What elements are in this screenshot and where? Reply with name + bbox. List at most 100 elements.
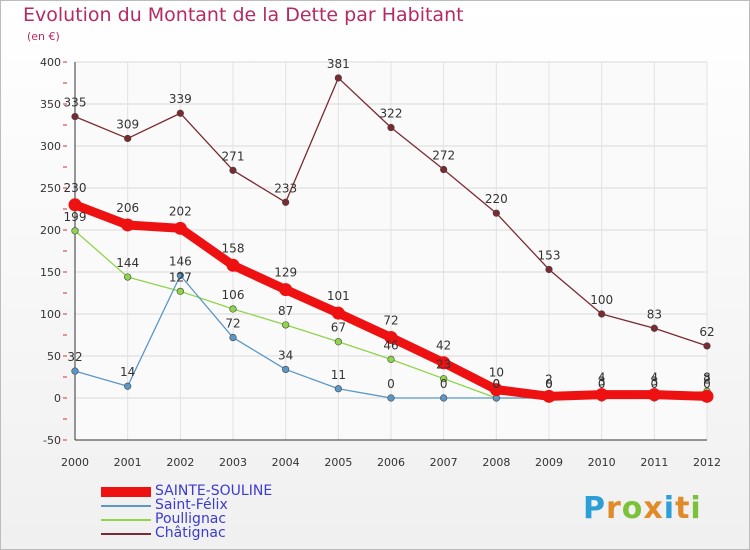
data-label: 233 bbox=[274, 181, 297, 195]
x-tick-label: 2012 bbox=[693, 456, 721, 469]
data-label: 11 bbox=[331, 368, 346, 382]
data-label: 220 bbox=[485, 192, 508, 206]
data-point bbox=[124, 273, 132, 281]
data-point bbox=[226, 258, 240, 272]
data-point bbox=[71, 367, 79, 375]
data-label: 127 bbox=[169, 270, 192, 284]
y-tick-label: 100 bbox=[40, 308, 61, 321]
data-point bbox=[279, 283, 293, 297]
data-point bbox=[176, 287, 184, 295]
data-label: 0 bbox=[545, 377, 553, 391]
chart-title: Evolution du Montant de la Dette par Hab… bbox=[23, 4, 464, 26]
data-label: 146 bbox=[169, 254, 192, 268]
x-tick-label: 2008 bbox=[482, 456, 510, 469]
x-tick-label: 2003 bbox=[219, 456, 247, 469]
data-label: 67 bbox=[331, 321, 346, 335]
data-label: 46 bbox=[383, 338, 398, 352]
data-point bbox=[598, 310, 606, 318]
data-point bbox=[440, 165, 448, 174]
data-point bbox=[121, 218, 135, 232]
chart-subtitle: (en €) bbox=[27, 30, 60, 43]
data-label: 199 bbox=[64, 210, 87, 224]
legend-label: Châtignac bbox=[155, 525, 226, 541]
x-tick-label: 2011 bbox=[640, 456, 668, 469]
data-label: 2 bbox=[703, 372, 711, 386]
data-label: 8 bbox=[703, 370, 711, 384]
data-point bbox=[387, 123, 395, 132]
x-tick-label: 2000 bbox=[61, 456, 89, 469]
legend-label: Saint-Félix bbox=[155, 497, 228, 513]
y-tick-label: 0 bbox=[54, 392, 61, 405]
data-point bbox=[703, 342, 711, 350]
legend-label: Poullignac bbox=[155, 511, 227, 527]
data-label: 83 bbox=[647, 307, 662, 321]
data-label: 4 bbox=[598, 371, 606, 385]
legend-swatch bbox=[101, 533, 151, 535]
data-point bbox=[282, 198, 290, 206]
data-point bbox=[650, 324, 658, 332]
data-label: 339 bbox=[169, 92, 192, 106]
y-tick-label: 50 bbox=[47, 350, 61, 363]
data-label: 322 bbox=[380, 107, 403, 121]
legend-swatch bbox=[101, 519, 151, 521]
data-label: 4 bbox=[651, 371, 659, 385]
logo-letter: i bbox=[663, 491, 676, 526]
data-label: 129 bbox=[274, 266, 297, 280]
logo-letter: x bbox=[643, 491, 664, 526]
x-tick-label: 2005 bbox=[324, 456, 352, 469]
data-point bbox=[437, 356, 451, 370]
data-label: 72 bbox=[383, 314, 398, 328]
data-point bbox=[384, 331, 398, 345]
data-point bbox=[334, 338, 342, 346]
data-point bbox=[387, 394, 395, 402]
data-point bbox=[492, 209, 500, 217]
data-point bbox=[229, 305, 237, 313]
logo-letter: t bbox=[675, 491, 691, 526]
data-point bbox=[489, 383, 503, 397]
data-label: 230 bbox=[64, 181, 87, 195]
data-point bbox=[71, 112, 79, 121]
data-label: 2 bbox=[545, 372, 553, 386]
data-point bbox=[440, 375, 448, 383]
data-label: 0 bbox=[545, 377, 553, 391]
data-point bbox=[334, 74, 342, 82]
legend-label: SAINTE-SOULINE bbox=[155, 483, 273, 499]
data-label: 0 bbox=[493, 377, 501, 391]
data-point bbox=[124, 382, 132, 390]
data-label: 153 bbox=[538, 248, 561, 262]
data-label: 206 bbox=[116, 201, 139, 215]
x-tick-label: 2002 bbox=[166, 456, 194, 469]
x-tick-label: 2010 bbox=[588, 456, 616, 469]
data-label: 32 bbox=[67, 350, 82, 364]
proxiti-logo: Proxiti bbox=[583, 491, 702, 526]
logo-letter: r bbox=[606, 491, 622, 526]
data-point bbox=[387, 355, 395, 363]
data-point bbox=[229, 333, 237, 342]
x-tick-label: 2001 bbox=[114, 456, 142, 469]
data-point bbox=[124, 134, 132, 143]
data-point bbox=[176, 271, 184, 279]
data-point bbox=[334, 385, 342, 393]
data-label: 309 bbox=[116, 117, 139, 131]
legend-swatch bbox=[101, 487, 151, 497]
data-point bbox=[542, 389, 556, 403]
logo-letter: i bbox=[690, 491, 702, 526]
data-label: 10 bbox=[489, 366, 504, 380]
y-tick-label: 200 bbox=[40, 224, 61, 237]
data-label: 14 bbox=[120, 365, 135, 379]
y-tick-label: 250 bbox=[40, 182, 61, 195]
y-tick-label: 300 bbox=[40, 140, 61, 153]
data-label: 62 bbox=[699, 325, 714, 339]
data-label: 72 bbox=[225, 317, 240, 331]
y-tick-label: 350 bbox=[40, 98, 61, 111]
logo-letter: o bbox=[621, 491, 644, 526]
data-label: 0 bbox=[493, 377, 501, 391]
x-tick-label: 2007 bbox=[430, 456, 458, 469]
data-point bbox=[173, 221, 187, 235]
data-label: 0 bbox=[703, 377, 711, 391]
data-label: 3 bbox=[651, 374, 659, 388]
data-label: 144 bbox=[116, 256, 139, 270]
